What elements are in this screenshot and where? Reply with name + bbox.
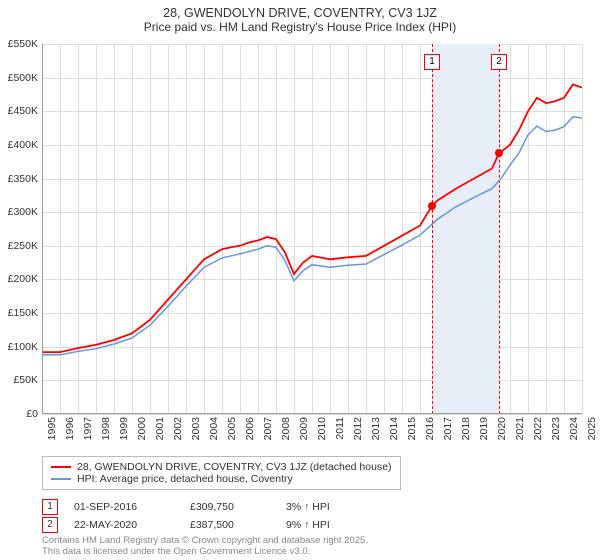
event-marker: [495, 149, 503, 157]
x-tick-label: 2005: [226, 417, 238, 440]
series-layer: [42, 44, 582, 414]
x-tick-label: 2010: [316, 417, 328, 440]
y-tick-label: £150K: [0, 307, 38, 319]
legend-swatch-1: [51, 466, 71, 468]
event-index-box: 2: [42, 517, 58, 533]
x-tick-label: 2001: [154, 417, 166, 440]
x-tick-label: 1995: [46, 417, 58, 440]
event-row: 2 22-MAY-2020 £387,500 9% ↑ HPI: [42, 516, 330, 534]
x-tick-label: 2025: [586, 417, 598, 440]
event-index-box: 1: [42, 499, 58, 515]
x-tick-label: 2004: [208, 417, 220, 440]
x-tick-label: 2021: [514, 417, 526, 440]
event-price: £387,500: [190, 519, 270, 531]
legend-label-2: HPI: Average price, detached house, Cove…: [77, 473, 293, 485]
y-tick-label: £350K: [0, 173, 38, 185]
legend-label-1: 28, GWENDOLYN DRIVE, COVENTRY, CV3 1JZ (…: [77, 461, 392, 473]
footer-line2: This data is licensed under the Open Gov…: [42, 547, 368, 558]
y-tick-label: £0: [0, 408, 38, 420]
x-tick-label: 2015: [406, 417, 418, 440]
chart-title-line2: Price paid vs. HM Land Registry's House …: [0, 20, 600, 38]
event-price: £309,750: [190, 501, 270, 513]
legend-row-series2: HPI: Average price, detached house, Cove…: [51, 473, 392, 485]
y-tick-label: £500K: [0, 72, 38, 84]
x-tick-label: 1996: [64, 417, 76, 440]
series-line-1: [42, 84, 582, 352]
event-callout: 2: [491, 54, 507, 70]
x-tick-label: 1999: [118, 417, 130, 440]
x-tick-label: 2024: [568, 417, 580, 440]
y-tick-label: £250K: [0, 240, 38, 252]
x-tick-label: 2009: [298, 417, 310, 440]
y-tick-label: £450K: [0, 105, 38, 117]
legend: 28, GWENDOLYN DRIVE, COVENTRY, CV3 1JZ (…: [42, 456, 401, 490]
y-axis-line: [42, 44, 43, 414]
x-tick-label: 2019: [478, 417, 490, 440]
y-tick-label: £400K: [0, 139, 38, 151]
x-tick-label: 2016: [424, 417, 436, 440]
chart-container: 28, GWENDOLYN DRIVE, COVENTRY, CV3 1JZ P…: [0, 0, 600, 560]
event-marker: [428, 202, 436, 210]
gridline-v: [582, 44, 583, 414]
event-callout: 1: [424, 54, 440, 70]
y-tick-label: £50K: [0, 374, 38, 386]
x-tick-label: 2013: [370, 417, 382, 440]
x-tick-label: 2003: [190, 417, 202, 440]
event-date: 22-MAY-2020: [74, 519, 174, 531]
x-tick-label: 2014: [388, 417, 400, 440]
x-tick-label: 2002: [172, 417, 184, 440]
x-tick-label: 2007: [262, 417, 274, 440]
events-table: 1 01-SEP-2016 £309,750 3% ↑ HPI 2 22-MAY-2020…: [42, 498, 330, 534]
x-tick-label: 2008: [280, 417, 292, 440]
event-pct: 3% ↑ HPI: [286, 501, 330, 513]
x-tick-label: 2022: [532, 417, 544, 440]
chart-title-line1: 28, GWENDOLYN DRIVE, COVENTRY, CV3 1JZ: [0, 0, 600, 20]
x-axis-line: [42, 413, 582, 414]
x-tick-label: 2000: [136, 417, 148, 440]
y-tick-label: £300K: [0, 206, 38, 218]
gridline-h: [42, 414, 582, 415]
x-tick-label: 2017: [442, 417, 454, 440]
y-tick-label: £100K: [0, 341, 38, 353]
y-tick-label: £200K: [0, 273, 38, 285]
legend-row-series1: 28, GWENDOLYN DRIVE, COVENTRY, CV3 1JZ (…: [51, 461, 392, 473]
footer: Contains HM Land Registry data © Crown c…: [42, 536, 368, 558]
legend-swatch-2: [51, 478, 71, 480]
x-tick-label: 1997: [82, 417, 94, 440]
plot-area: 12 £0£50K£100K£150K£200K£250K£300K£350K£…: [42, 44, 582, 414]
x-tick-label: 2023: [550, 417, 562, 440]
x-tick-label: 2018: [460, 417, 472, 440]
x-tick-label: 2006: [244, 417, 256, 440]
event-date: 01-SEP-2016: [74, 501, 174, 513]
x-tick-label: 2020: [496, 417, 508, 440]
x-tick-label: 2012: [352, 417, 364, 440]
x-tick-label: 2011: [334, 417, 346, 440]
x-tick-label: 1998: [100, 417, 112, 440]
event-row: 1 01-SEP-2016 £309,750 3% ↑ HPI: [42, 498, 330, 516]
event-pct: 9% ↑ HPI: [286, 519, 330, 531]
y-tick-label: £550K: [0, 38, 38, 50]
